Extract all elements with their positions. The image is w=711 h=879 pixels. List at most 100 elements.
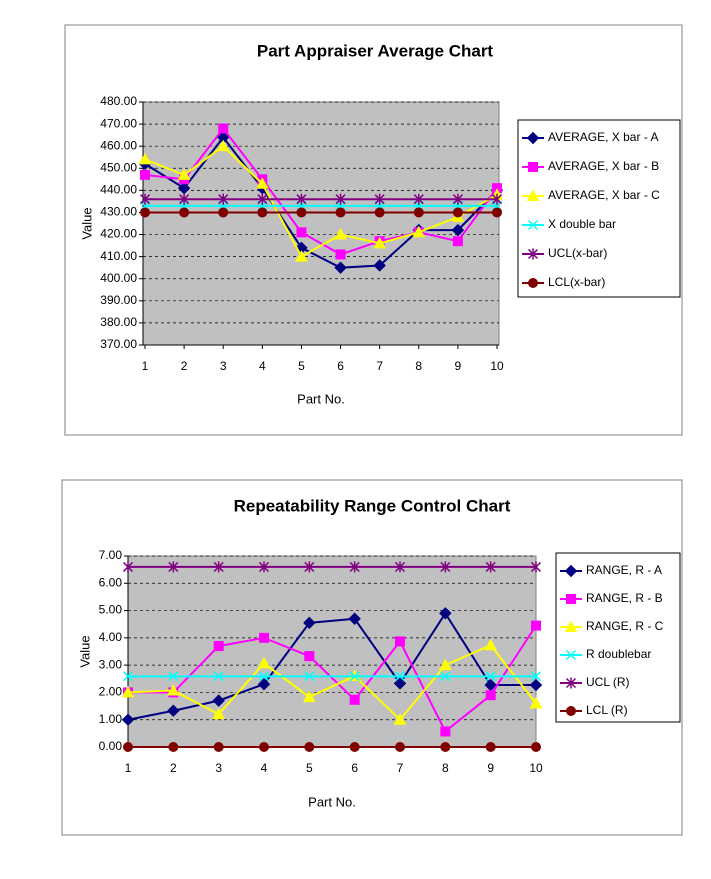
marker [528, 278, 538, 288]
marker [394, 671, 406, 682]
marker [393, 677, 407, 690]
legend-label: UCL (R) [586, 675, 630, 689]
marker [122, 561, 134, 573]
marker [530, 671, 542, 682]
y-tick-label: 5.00 [99, 603, 123, 617]
marker [566, 706, 576, 716]
marker [168, 561, 179, 573]
marker [218, 193, 229, 205]
x-tick-label: 4 [261, 761, 268, 775]
legend-label: UCL(x-bar) [548, 246, 607, 260]
marker [349, 742, 360, 752]
marker [395, 636, 405, 647]
marker [257, 207, 268, 218]
y-tick-label: 400.00 [100, 271, 137, 285]
marker [168, 742, 179, 752]
y-tick-label: 420.00 [100, 227, 137, 241]
legend-label: RANGE, R - B [586, 591, 663, 605]
marker [140, 207, 150, 218]
y-tick-label: 3.00 [99, 657, 123, 671]
legend-label: AVERAGE, X bar - A [548, 130, 658, 144]
marker [304, 742, 315, 752]
y-tick-label: 450.00 [100, 160, 137, 174]
marker [335, 249, 346, 260]
marker [440, 726, 451, 737]
y-tick-label: 430.00 [100, 205, 137, 219]
marker [302, 690, 316, 703]
x-tick-label: 1 [142, 359, 149, 373]
marker [212, 707, 226, 720]
marker [348, 612, 361, 625]
marker [413, 207, 424, 218]
series-line [144, 135, 498, 269]
series-line [144, 126, 498, 256]
marker [213, 671, 224, 682]
marker [218, 123, 229, 134]
x-tick-label: 9 [487, 761, 494, 775]
legend-label: LCL(x-bar) [548, 275, 605, 289]
marker [121, 713, 135, 726]
marker [451, 223, 465, 237]
legend-frame [517, 119, 681, 298]
marker [484, 638, 498, 651]
marker [439, 607, 452, 620]
marker [121, 685, 135, 698]
y-axis-title: Value [79, 207, 94, 239]
marker [394, 561, 406, 573]
legend-frame [555, 552, 681, 723]
y-tick-label: 390.00 [100, 293, 137, 307]
marker [296, 227, 307, 238]
chart: Repeatability Range Control Chart 0.00 1.0… [61, 479, 683, 836]
marker [335, 193, 346, 205]
marker [296, 193, 307, 205]
series-line [144, 144, 498, 259]
marker [491, 193, 503, 205]
marker [257, 193, 268, 205]
marker [526, 189, 540, 201]
marker [257, 656, 271, 669]
y-tick-label: 380.00 [100, 315, 137, 329]
series-line [128, 625, 537, 733]
y-tick-label: 1.00 [99, 712, 123, 726]
chart-title: Repeatability Range Control Chart [234, 496, 511, 515]
y-tick-label: 460.00 [100, 138, 137, 152]
marker [531, 742, 541, 752]
marker [395, 742, 405, 752]
marker [528, 162, 538, 172]
marker [140, 169, 150, 180]
marker [452, 236, 463, 247]
marker [440, 742, 451, 752]
marker [349, 694, 360, 705]
marker [529, 696, 543, 709]
chart: Part Appraiser Average Chart 370.00 380.00… [64, 24, 683, 436]
x-tick-label: 6 [337, 359, 344, 373]
marker [166, 683, 180, 696]
marker [167, 704, 180, 717]
marker [213, 742, 224, 752]
chart-title: Part Appraiser Average Chart [257, 41, 494, 60]
y-tick-label: 440.00 [100, 183, 137, 197]
y-tick-label: 410.00 [100, 249, 137, 263]
x-tick-label: 3 [220, 359, 227, 373]
marker [334, 261, 347, 274]
marker [440, 561, 451, 573]
marker [374, 207, 385, 218]
legend-label: AVERAGE, X bar - C [548, 188, 660, 202]
marker [334, 228, 347, 240]
marker [564, 620, 578, 632]
x-tick-label: 4 [259, 359, 266, 373]
marker [259, 742, 269, 752]
marker [374, 193, 385, 205]
marker [258, 561, 270, 573]
y-tick-label: 4.00 [99, 630, 123, 644]
marker [177, 168, 191, 180]
x-axis-title: Part No. [308, 794, 356, 809]
marker [349, 671, 360, 682]
marker [179, 193, 190, 205]
x-tick-label: 3 [215, 761, 222, 775]
marker [527, 248, 539, 260]
marker [213, 641, 224, 652]
series-line [127, 643, 537, 722]
marker [259, 632, 269, 643]
marker [527, 219, 539, 231]
